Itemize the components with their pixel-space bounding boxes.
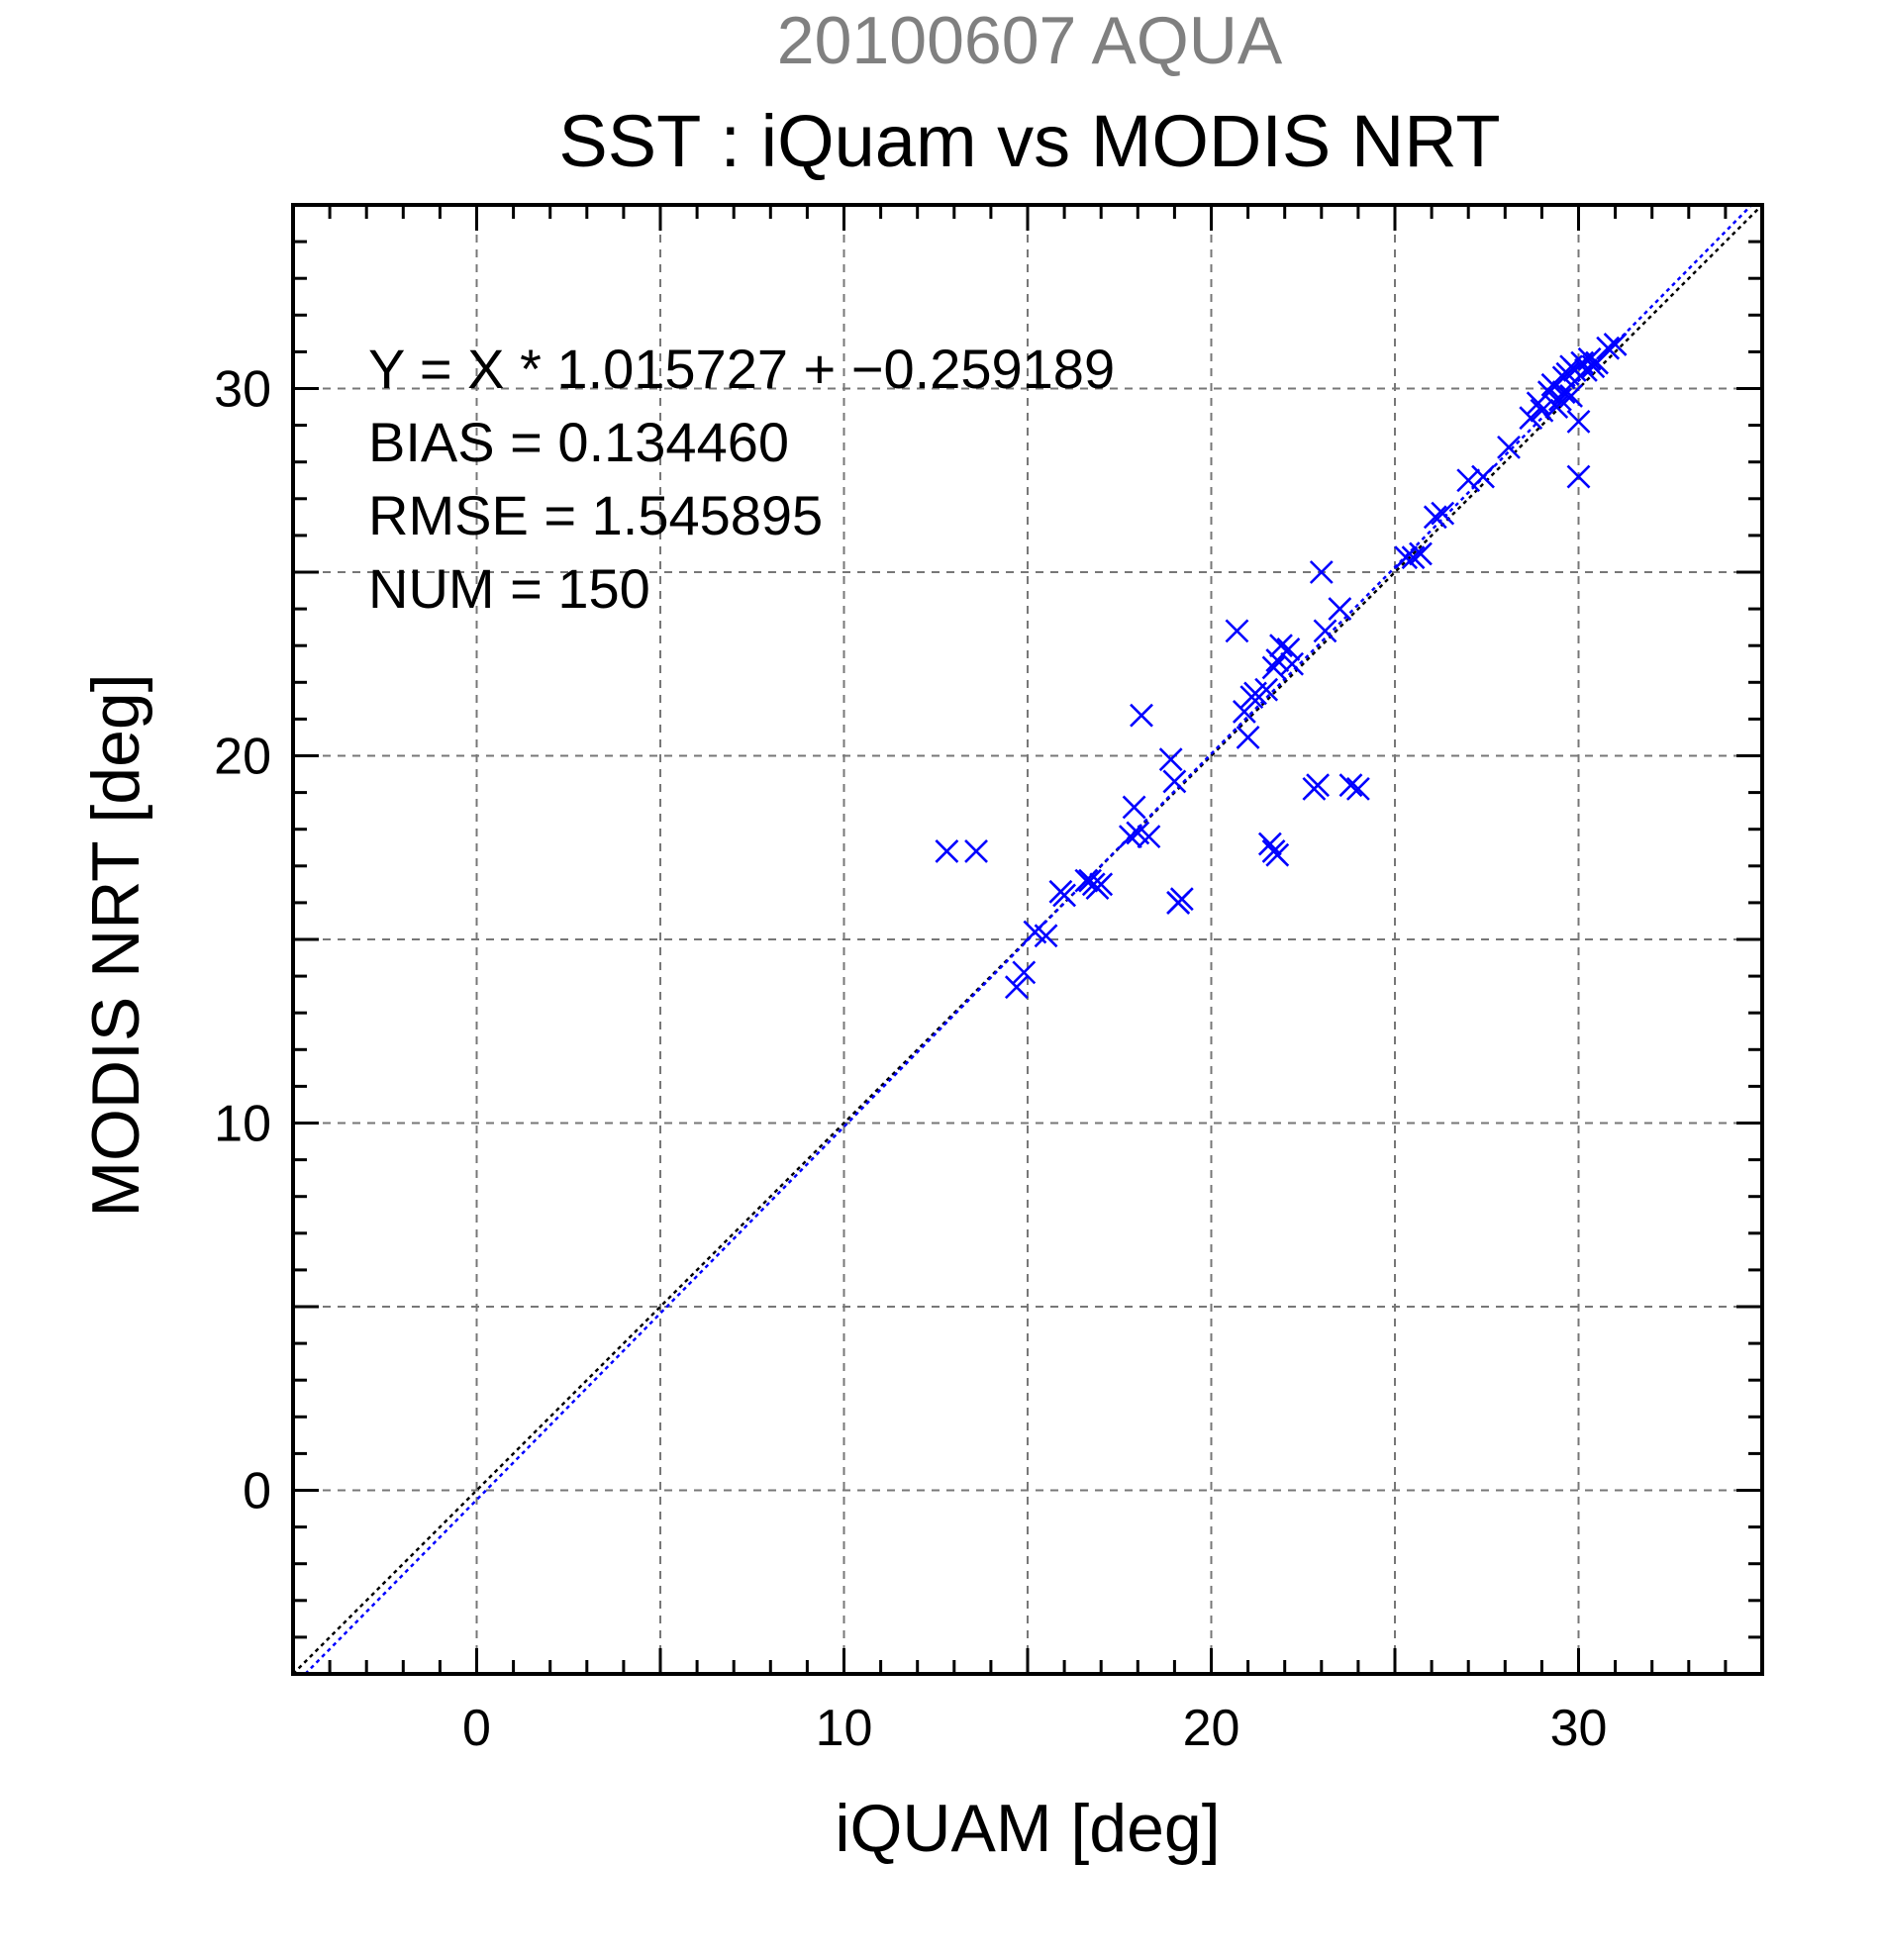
- data-point: [1555, 361, 1580, 386]
- data-point: [1130, 703, 1153, 728]
- data-point: [1566, 464, 1591, 489]
- stats-regression: Y = X * 1.015727 + −0.259189: [368, 338, 1115, 400]
- data-point: [1540, 372, 1565, 397]
- y-tick-label: 0: [243, 1463, 271, 1520]
- data-point: [1265, 842, 1290, 867]
- data-point: [1423, 505, 1447, 530]
- data-point: [1004, 975, 1029, 1000]
- data-point: [1401, 545, 1426, 570]
- data-points: [935, 333, 1628, 1000]
- x-tick-label: 0: [462, 1700, 491, 1757]
- y-axis-label: MODIS NRT [deg]: [78, 673, 153, 1217]
- data-point: [1225, 619, 1249, 643]
- grid-lines: [293, 205, 1762, 1674]
- x-tick-label: 30: [1550, 1700, 1608, 1757]
- data-point: [1456, 468, 1481, 493]
- stats-box: Y = X * 1.015727 + −0.259189 BIAS = 0.13…: [368, 338, 1115, 620]
- data-point: [1166, 890, 1191, 915]
- x-tick-label: 20: [1183, 1700, 1240, 1757]
- data-point: [1012, 960, 1037, 985]
- data-point: [1118, 825, 1142, 849]
- data-point: [1577, 346, 1602, 371]
- data-point: [1137, 825, 1161, 849]
- data-point: [1269, 634, 1293, 658]
- data-point: [1122, 795, 1146, 820]
- data-point: [1544, 395, 1569, 419]
- data-point: [1313, 619, 1337, 643]
- data-point: [935, 839, 959, 863]
- data-point: [1276, 637, 1301, 661]
- data-point: [1551, 380, 1576, 405]
- data-point: [1309, 560, 1334, 584]
- data-point: [1581, 354, 1606, 379]
- data-point: [1306, 773, 1331, 798]
- data-point: [1232, 700, 1256, 724]
- data-point: [1519, 406, 1543, 431]
- data-point: [1158, 747, 1183, 772]
- data-point: [1034, 924, 1058, 948]
- stats-num: NUM = 150: [368, 557, 650, 620]
- data-point: [964, 839, 988, 863]
- chart-suptitle: 20100607 AQUA: [777, 3, 1283, 78]
- data-point: [1559, 354, 1583, 379]
- data-point: [1052, 883, 1077, 908]
- y-tick-label: 20: [214, 729, 271, 786]
- data-point: [1559, 384, 1583, 408]
- stats-bias: BIAS = 0.134460: [368, 411, 789, 473]
- data-point: [1254, 677, 1279, 702]
- data-point: [1566, 409, 1591, 434]
- data-point: [1497, 435, 1521, 459]
- data-point: [1603, 333, 1628, 356]
- data-point: [1409, 541, 1433, 566]
- data-point: [1078, 868, 1102, 893]
- stats-rmse: RMSE = 1.545895: [368, 484, 823, 546]
- chart-title: SST : iQuam vs MODIS NRT: [558, 100, 1500, 182]
- data-point: [1345, 776, 1370, 801]
- data-point: [1530, 398, 1554, 423]
- data-point: [1257, 832, 1282, 856]
- data-point: [1261, 655, 1286, 680]
- data-point: [1338, 773, 1363, 798]
- data-point: [1162, 769, 1187, 794]
- data-point: [1074, 868, 1099, 893]
- data-point: [1471, 464, 1495, 489]
- data-point: [1280, 651, 1305, 676]
- y-tick-label: 10: [214, 1096, 271, 1153]
- data-point: [1236, 726, 1260, 749]
- x-axis-label: iQUAM [deg]: [835, 1791, 1220, 1866]
- data-point: [1394, 545, 1419, 570]
- axis-ticks: 0 10 20 30 0 10 20 30: [214, 205, 1762, 1757]
- data-point: [1431, 501, 1455, 526]
- data-point: [1596, 336, 1621, 360]
- x-tick-label: 10: [816, 1700, 873, 1757]
- y-tick-label: 30: [214, 361, 271, 419]
- data-point: [1328, 597, 1352, 622]
